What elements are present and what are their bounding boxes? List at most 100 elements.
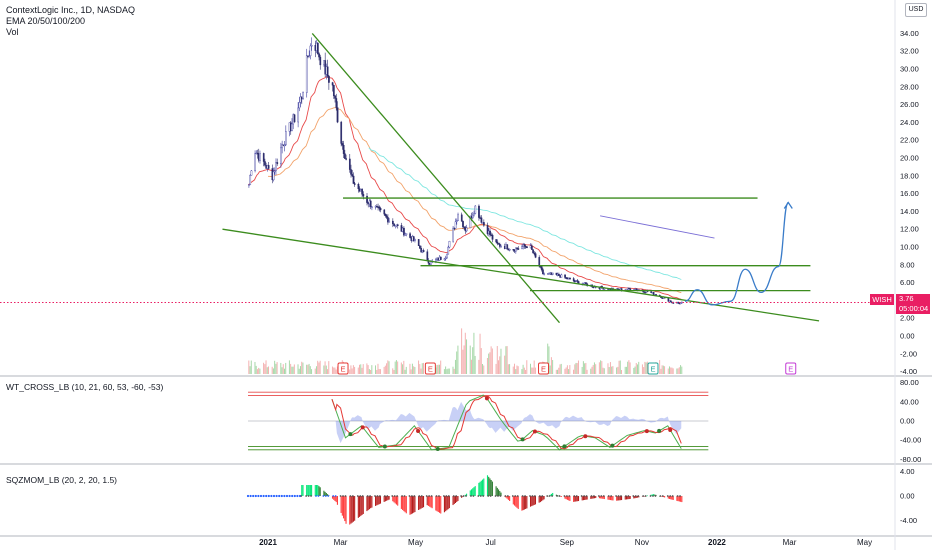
- momentum-bar: [429, 496, 431, 507]
- momentum-bar: [402, 496, 404, 511]
- momentum-bar: [394, 496, 396, 504]
- sqzmom-title[interactable]: SQZMOM_LB (20, 2, 20, 1.5): [6, 475, 118, 485]
- squeeze-dot: [671, 495, 674, 497]
- volume-bar: [529, 363, 531, 374]
- volume-bar: [573, 369, 575, 374]
- price-axis-tick: -2.00: [900, 349, 917, 358]
- momentum-bar: [601, 496, 603, 499]
- momentum-bar: [523, 496, 525, 510]
- time-axis-tick: Mar: [783, 538, 797, 547]
- momentum-bar: [393, 496, 395, 503]
- volume-bar: [601, 361, 603, 374]
- sqz-axis-tick: -4.00: [900, 516, 917, 525]
- candle-body: [564, 274, 566, 278]
- candle-body: [318, 53, 320, 58]
- earnings-marker-3[interactable]: E: [538, 362, 550, 375]
- volume-bar: [375, 365, 377, 374]
- momentum-bar: [411, 496, 414, 514]
- ema-legend[interactable]: EMA 20/50/100/200: [6, 16, 86, 26]
- momentum-bar: [354, 496, 356, 521]
- volume-bar: [302, 362, 304, 374]
- candle-body: [310, 45, 313, 47]
- wt-axis-tick: -40.00: [900, 436, 921, 445]
- squeeze-dot: [506, 495, 509, 497]
- volume-bar: [336, 366, 338, 374]
- earnings-marker-1[interactable]: E: [337, 362, 349, 375]
- candle-body: [394, 225, 397, 227]
- volume-bar: [672, 368, 674, 374]
- momentum-bar: [542, 496, 544, 501]
- candle-body: [497, 243, 500, 245]
- momentum-bar: [435, 496, 437, 511]
- candle-body: [572, 278, 575, 282]
- volume-bar: [318, 362, 320, 374]
- time-axis-tick: 2022: [708, 538, 726, 547]
- momentum-bar: [361, 496, 363, 515]
- momentum-bar: [491, 481, 493, 496]
- momentum-bar: [308, 485, 310, 496]
- squeeze-dot: [257, 494, 260, 498]
- volume-bar: [388, 361, 390, 374]
- volume-bar: [621, 369, 623, 374]
- momentum-bar: [634, 496, 636, 499]
- wt-cross-dot: [610, 443, 615, 448]
- price-axis-tick: 2.00: [900, 314, 915, 323]
- momentum-bar: [565, 496, 567, 500]
- momentum-bar: [495, 486, 497, 496]
- candle-body: [448, 241, 451, 248]
- momentum-bar: [498, 489, 500, 496]
- candle-body: [326, 66, 329, 77]
- volume-legend[interactable]: Vol: [6, 27, 19, 37]
- trend-drawings[interactable]: [0, 32, 870, 324]
- volume-bar: [292, 366, 294, 374]
- candle-body: [462, 221, 464, 227]
- momentum-bar: [309, 485, 311, 496]
- price-axis-tick: 30.00: [900, 65, 919, 74]
- squeeze-dot: [438, 495, 440, 497]
- volume-bar: [521, 369, 523, 374]
- candle-body: [460, 214, 463, 222]
- candle-body: [412, 236, 415, 241]
- volume-bar: [297, 364, 299, 374]
- volume-bar: [581, 366, 583, 374]
- wt-cross-title[interactable]: WT_CROSS_LB (10, 21, 60, 53, -60, -53): [6, 382, 164, 392]
- candle-body: [275, 162, 277, 171]
- earnings-marker-2[interactable]: E: [424, 362, 436, 375]
- volume-bar: [437, 364, 439, 374]
- volume-bar: [619, 360, 621, 374]
- candle-body: [585, 282, 587, 285]
- volume-bar: [661, 365, 663, 374]
- momentum-bar: [521, 496, 523, 511]
- volume-bar: [314, 368, 316, 374]
- candle-body: [409, 233, 411, 238]
- momentum-bar: [384, 496, 386, 502]
- volume-bar: [445, 366, 447, 374]
- volume-bar: [637, 364, 638, 374]
- volume-bar: [392, 368, 394, 374]
- currency-button[interactable]: USD: [905, 3, 927, 17]
- volume-bar: [470, 359, 472, 374]
- bar-countdown: 05:00:04: [899, 303, 929, 313]
- momentum-bar: [525, 496, 527, 509]
- volume-bar: [411, 363, 413, 374]
- earnings-label: E: [341, 365, 346, 374]
- volume-bar: [602, 367, 604, 374]
- candle-body: [299, 96, 302, 103]
- volume-bar: [566, 365, 568, 374]
- earnings-marker-5[interactable]: E: [785, 362, 797, 375]
- volume-bar: [472, 347, 474, 374]
- symbol-title[interactable]: ContextLogic Inc., 1D, NASDAQ: [6, 5, 136, 15]
- volume-bar: [565, 367, 567, 374]
- volume-bar: [395, 360, 397, 374]
- volume-bar: [464, 332, 466, 374]
- candle-body: [385, 215, 388, 218]
- volume-bar: [276, 362, 278, 374]
- squeeze-dot: [546, 495, 549, 497]
- volume-bar: [548, 346, 550, 374]
- volume-bar: [291, 366, 293, 374]
- squeeze-dot: [252, 494, 255, 498]
- squeeze-dot: [327, 495, 330, 497]
- earnings-marker-4[interactable]: E: [647, 362, 659, 375]
